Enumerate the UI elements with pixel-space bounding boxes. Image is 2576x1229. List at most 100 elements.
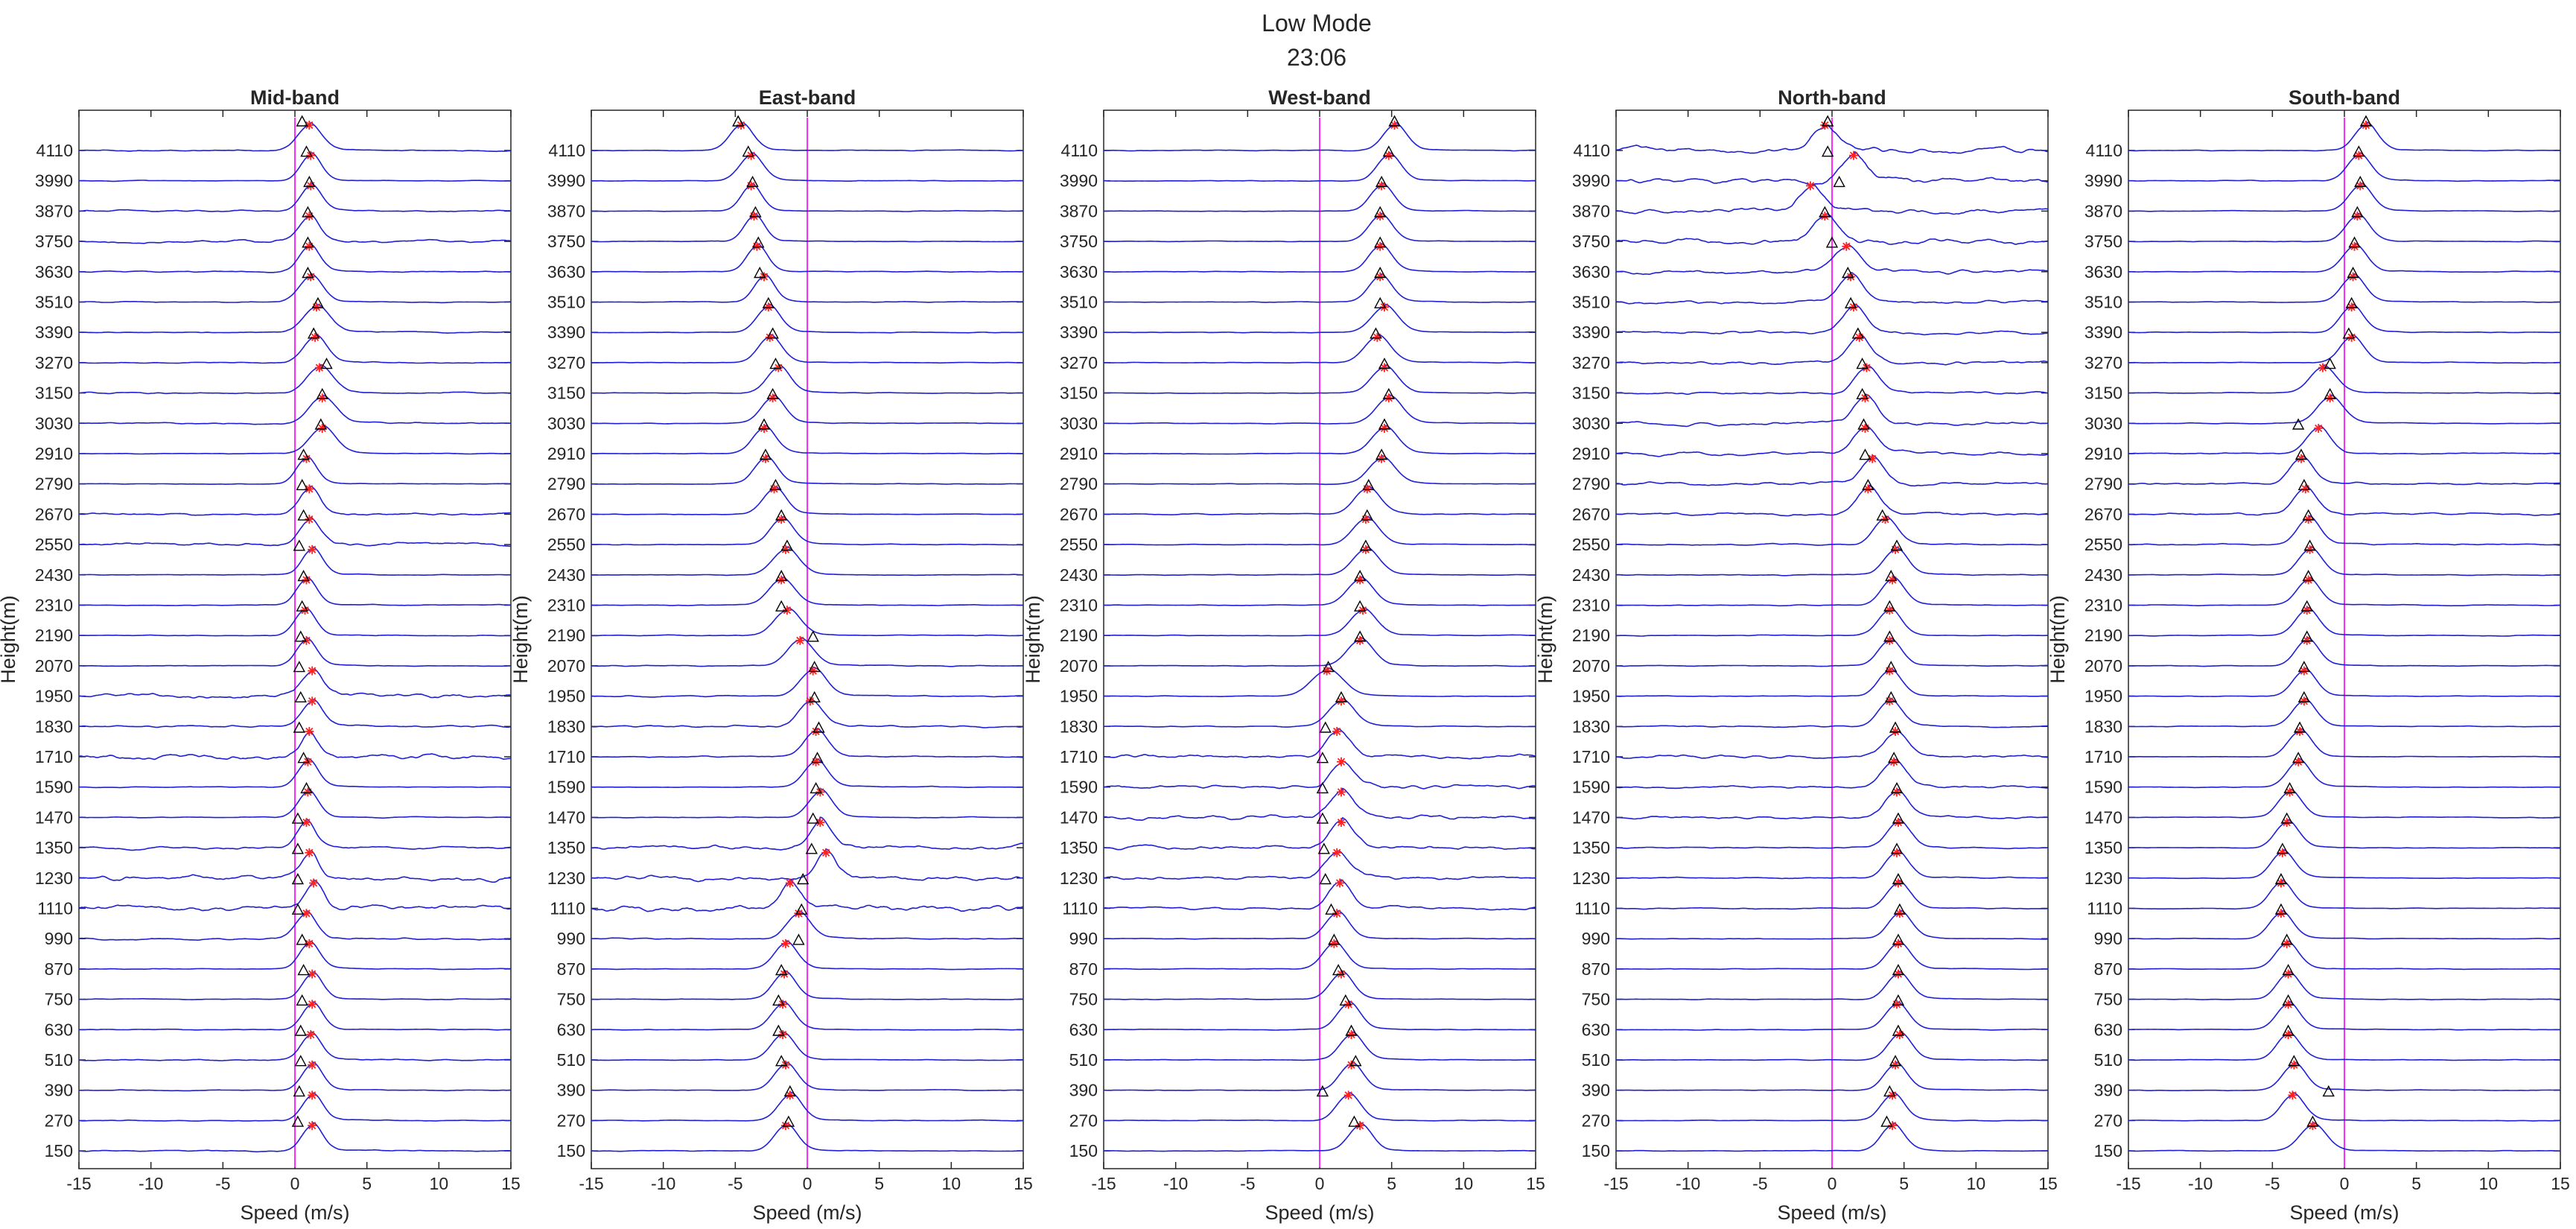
- height-label: 2670: [35, 504, 73, 524]
- triangle-marker: [293, 1084, 305, 1097]
- height-label: 3510: [2084, 293, 2122, 312]
- spectrum-line: [2128, 394, 2561, 425]
- peak-marker: [1335, 878, 1345, 888]
- triangle-marker: [1325, 903, 1338, 915]
- triangle-marker: [1328, 933, 1341, 945]
- triangle-marker: [797, 873, 810, 885]
- spectrum-line: [1103, 303, 1536, 334]
- spectrum-line: [2128, 1091, 2561, 1122]
- peak-marker: [308, 1000, 317, 1009]
- triangle-marker: [293, 539, 305, 551]
- triangle-marker: [795, 903, 808, 915]
- peak-marker: [1329, 939, 1339, 948]
- height-label: 3870: [2084, 201, 2122, 220]
- spectrum-line: [1103, 546, 1536, 577]
- spectrum-line: [2128, 242, 2561, 273]
- spectrum-line: [78, 730, 512, 760]
- height-label: 1350: [35, 838, 73, 857]
- x-tick-label: 10: [942, 1174, 961, 1193]
- height-label: 1230: [1060, 868, 1098, 888]
- x-tick-label: -15: [579, 1174, 603, 1193]
- triangle-marker: [296, 478, 308, 491]
- spectrum-line: [1615, 849, 2048, 880]
- height-label: 2910: [1572, 444, 1610, 463]
- triangle-marker: [2297, 661, 2311, 673]
- peak-marker: [785, 1090, 795, 1100]
- height-label: 3870: [1572, 201, 1610, 220]
- triangle-marker: [314, 418, 327, 430]
- spectrum-line: [78, 213, 512, 244]
- peak-marker: [308, 1121, 317, 1131]
- triangle-marker: [2283, 781, 2296, 794]
- panel-title: East-band: [759, 86, 856, 109]
- height-label: 3150: [1572, 384, 1610, 403]
- x-tick-label: 5: [362, 1174, 372, 1193]
- triangle-marker: [294, 1024, 307, 1036]
- height-label: 3750: [2084, 232, 2122, 251]
- spectrum-line: [1103, 850, 1536, 880]
- triangle-marker: [291, 1115, 305, 1127]
- triangle-marker: [1890, 781, 1904, 794]
- y-axis-label: Height(m): [2047, 595, 2069, 684]
- height-label: 3150: [547, 384, 585, 403]
- spectrum-line: [2128, 940, 2560, 971]
- peak-marker: [1868, 454, 1877, 463]
- height-label: 4110: [549, 141, 585, 160]
- height-label: 2430: [2084, 565, 2122, 585]
- spectrum-line: [1615, 909, 2049, 940]
- triangle-marker: [2347, 267, 2359, 279]
- triangle-marker: [810, 781, 822, 794]
- height-label: 150: [557, 1141, 585, 1160]
- triangle-marker: [1892, 933, 1905, 945]
- spectrum-line: [78, 576, 512, 606]
- spectrum-line: [1104, 1091, 1536, 1122]
- y-axis-label: Height(m): [1022, 595, 1044, 684]
- peak-marker: [763, 302, 773, 312]
- x-tick-label: -10: [139, 1174, 163, 1193]
- peak-marker: [308, 1090, 317, 1100]
- spectrum-line: [1615, 788, 2049, 820]
- triangle-marker: [808, 661, 821, 673]
- triangle-marker: [311, 296, 325, 308]
- triangle-marker: [812, 721, 825, 733]
- triangle-marker: [1851, 327, 1864, 339]
- spectrum-line: [2128, 728, 2561, 758]
- triangle-marker: [297, 964, 310, 976]
- spectrum-line: [591, 394, 1024, 425]
- spectrum-line: [1103, 1000, 1536, 1031]
- spectrum-line: [79, 546, 512, 576]
- height-label: 390: [1582, 1081, 1610, 1100]
- peak-marker: [1380, 363, 1389, 372]
- peak-marker: [2302, 606, 2312, 615]
- y-axis-label: Height(m): [1534, 595, 1556, 684]
- spectrum-line: [78, 151, 511, 182]
- spectrum-line: [1615, 546, 2049, 577]
- spectrum-line: [591, 788, 1023, 819]
- peak-marker: [308, 969, 317, 979]
- peak-marker: [1337, 818, 1346, 828]
- triangle-marker: [2353, 145, 2365, 157]
- spectrum-line: [79, 516, 512, 547]
- triangle-marker: [1382, 387, 1395, 399]
- height-label: 3030: [1572, 413, 1610, 433]
- peak-marker: [760, 424, 769, 433]
- spectrum-line: [1104, 515, 1536, 546]
- height-label: 1230: [547, 868, 585, 888]
- spectrum-line: [2128, 182, 2561, 212]
- spectrum-line: [1615, 697, 2049, 728]
- triangle-marker: [1892, 994, 1905, 1006]
- spectrum-line: [1615, 1091, 2048, 1122]
- spectrum-line: [1615, 364, 2049, 396]
- triangle-marker: [1319, 873, 1332, 885]
- spectrum-line: [591, 816, 1024, 851]
- height-label: 2190: [1572, 626, 1610, 645]
- height-label: 1470: [35, 807, 73, 827]
- peak-marker: [1377, 454, 1387, 463]
- height-label: 3270: [1572, 353, 1610, 372]
- triangle-marker: [1349, 1055, 1362, 1067]
- peak-marker: [1337, 757, 1346, 766]
- peak-marker: [2305, 544, 2315, 554]
- spectrum-line: [591, 666, 1024, 698]
- triangle-marker: [807, 812, 819, 824]
